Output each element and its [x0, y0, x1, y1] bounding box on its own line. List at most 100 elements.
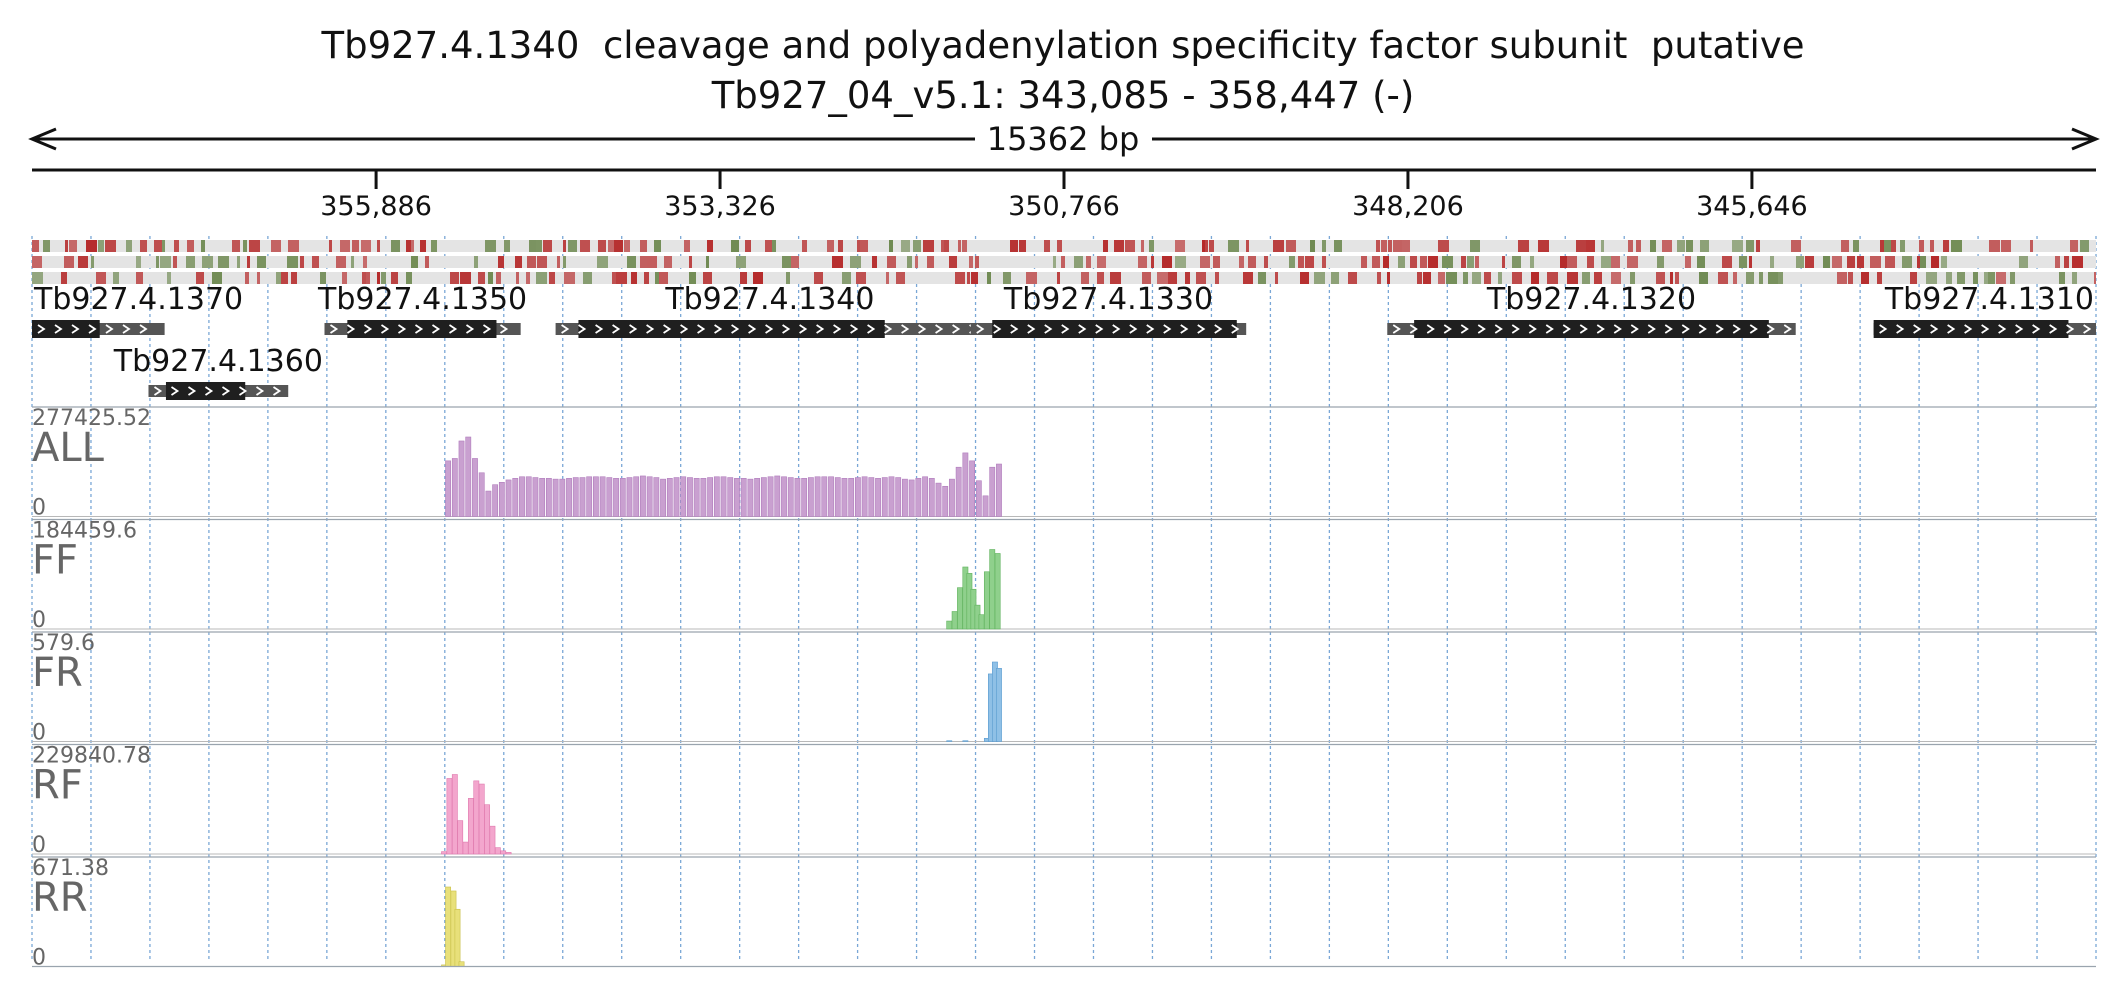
strand-chevron-icon — [499, 324, 509, 334]
variant-mark — [249, 240, 260, 252]
variant-mark — [361, 240, 371, 252]
variant-mark — [257, 256, 266, 268]
variant-mark — [1175, 240, 1185, 252]
track-max-label: 229840.78 — [32, 744, 151, 769]
variant-mark — [772, 240, 776, 252]
coverage-bar — [946, 620, 953, 630]
coverage-bar — [552, 478, 559, 517]
variant-mark — [186, 256, 195, 268]
variant-mark — [1847, 256, 1855, 268]
variant-mark — [969, 256, 973, 268]
variant-mark — [1877, 272, 1882, 284]
coverage-bar — [774, 475, 781, 517]
strand-chevron-icon — [697, 324, 706, 334]
coverage-bar — [962, 452, 969, 517]
variant-mark — [1273, 240, 1284, 252]
variant-mark — [32, 256, 42, 268]
variant-mark — [136, 256, 141, 268]
variant-mark — [1081, 272, 1089, 284]
variant-mark — [1576, 240, 1586, 252]
variant-mark — [832, 256, 843, 268]
variant-mark — [1656, 272, 1665, 284]
variant-mark — [1484, 272, 1491, 284]
variant-mark — [1298, 256, 1304, 268]
variant-mark — [2030, 240, 2033, 252]
variant-mark — [1805, 256, 1814, 268]
coverage-bar — [928, 478, 935, 517]
strand-chevron-icon — [2083, 324, 2092, 334]
coverage-bar — [454, 908, 461, 967]
track-min-label: 0 — [32, 946, 46, 971]
coverage-bar — [619, 478, 626, 517]
variant-mark — [406, 272, 412, 284]
strand-chevron-icon — [380, 324, 390, 334]
variant-mark — [1759, 272, 1763, 284]
strand-chevron-icon — [54, 324, 63, 334]
coverage-bar — [821, 476, 828, 517]
strand-chevron-icon — [612, 324, 621, 334]
strand-chevron-icon — [731, 324, 740, 334]
variant-mark — [288, 240, 299, 252]
variant-mark — [644, 272, 649, 284]
variant-mark — [1512, 272, 1522, 284]
variant-mark — [1428, 256, 1438, 268]
strand-chevron-icon — [629, 324, 638, 334]
coverage-bar — [512, 478, 519, 517]
variant-mark — [1149, 240, 1154, 252]
coverage-bar — [498, 482, 505, 517]
variant-mark — [791, 256, 799, 268]
variant-mark — [218, 256, 229, 268]
variant-mark — [1264, 256, 1268, 268]
strand-chevron-icon — [465, 324, 475, 334]
variant-mark — [872, 256, 877, 268]
variant-mark — [896, 272, 905, 284]
strand-chevron-icon — [1231, 324, 1240, 334]
variant-mark — [707, 240, 713, 252]
coverage-bar — [693, 478, 700, 517]
variant-mark — [496, 272, 501, 284]
coverage-bar — [888, 476, 895, 517]
variant-mark — [1988, 272, 1995, 284]
variant-mark — [1305, 256, 1314, 268]
coverage-bar — [841, 478, 848, 517]
variant-mark — [1601, 240, 1604, 252]
coverage-bar — [740, 478, 747, 517]
variant-mark — [1010, 240, 1018, 252]
variant-mark — [1732, 240, 1743, 252]
variant-mark — [2010, 272, 2015, 284]
variant-mark — [740, 272, 747, 284]
variant-mark — [86, 240, 97, 252]
variant-mark — [160, 256, 171, 268]
variant-mark — [247, 256, 250, 268]
chart-subtitle: Tb927_04_v5.1: 343,085 - 358,447 (-) — [711, 74, 1415, 117]
variant-mark — [1061, 256, 1065, 268]
variant-mark — [1791, 240, 1801, 252]
variant-mark — [91, 256, 94, 268]
coverage-bar — [700, 478, 707, 517]
track-min-label: 0 — [32, 833, 46, 858]
coverage-bar — [451, 774, 458, 855]
variant-mark — [1286, 240, 1296, 252]
variant-mark — [608, 240, 614, 252]
strand-chevron-icon — [901, 324, 910, 334]
strand-chevron-icon — [1460, 324, 1469, 334]
gene-cds — [992, 320, 1237, 338]
variant-mark — [1796, 256, 1804, 268]
variant-mark — [1097, 256, 1106, 268]
variant-mark — [1114, 240, 1124, 252]
variant-mark — [2072, 256, 2083, 268]
axis-tick-label: 348,206 — [1352, 191, 1464, 222]
variant-mark — [927, 256, 934, 268]
variant-mark — [411, 256, 418, 268]
coverage-bar — [465, 436, 472, 517]
strand-chevron-icon — [1214, 324, 1223, 334]
variant-mark — [2019, 256, 2028, 268]
variant-mark — [516, 272, 519, 284]
variant-mark — [1162, 256, 1172, 268]
strand-chevron-icon — [2066, 324, 2075, 334]
variant-mark — [1910, 272, 1917, 284]
variant-mark — [156, 256, 159, 268]
coverage-bar — [579, 477, 586, 517]
variant-mark — [2072, 272, 2077, 284]
span-arrow-right-icon — [2071, 127, 2100, 151]
